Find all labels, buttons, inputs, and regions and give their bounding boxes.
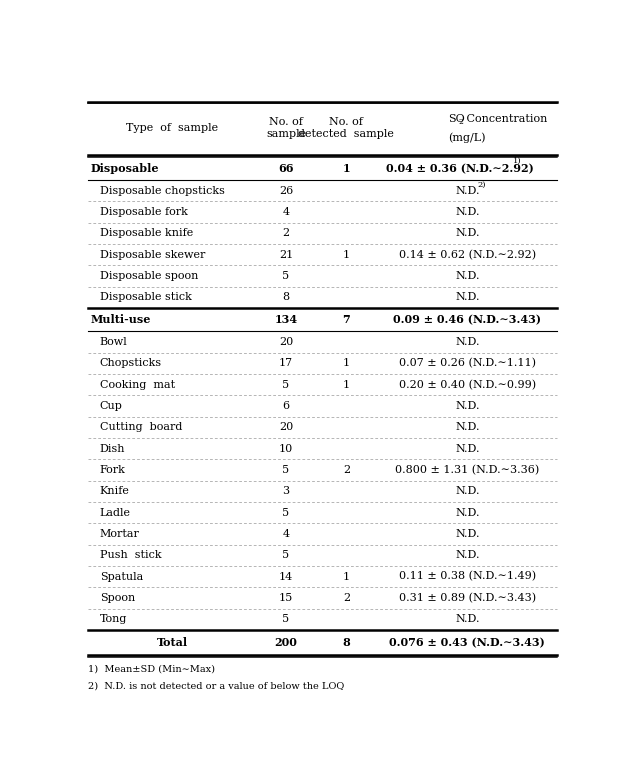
Text: Total: Total <box>157 637 188 648</box>
Text: Disposable chopsticks: Disposable chopsticks <box>100 186 225 196</box>
Text: No. of
detected  sample: No. of detected sample <box>298 117 394 139</box>
Text: (mg/L): (mg/L) <box>449 132 486 143</box>
Text: 0.20 ± 0.40 (N.D.∼0.99): 0.20 ± 0.40 (N.D.∼0.99) <box>399 379 536 390</box>
Text: 1: 1 <box>343 380 350 389</box>
Text: N.D.: N.D. <box>455 551 480 560</box>
Text: Cup: Cup <box>100 401 123 411</box>
Text: Push  stick: Push stick <box>100 551 162 560</box>
Text: 134: 134 <box>275 314 298 325</box>
Text: 2)  N.D. is not detected or a value of below the LOQ: 2) N.D. is not detected or a value of be… <box>87 681 344 691</box>
Text: Bowl: Bowl <box>100 337 127 347</box>
Text: 0.07 ± 0.26 (N.D.∼1.11): 0.07 ± 0.26 (N.D.∼1.11) <box>399 358 536 368</box>
Text: 15: 15 <box>279 593 293 603</box>
Text: Chopsticks: Chopsticks <box>100 358 162 368</box>
Text: 5: 5 <box>283 551 290 560</box>
Text: 2: 2 <box>283 228 290 239</box>
Text: N.D.: N.D. <box>455 292 480 303</box>
Text: 20: 20 <box>279 337 293 347</box>
Text: 5: 5 <box>283 614 290 624</box>
Text: N.D.: N.D. <box>455 486 480 497</box>
Text: 1: 1 <box>343 249 350 260</box>
Text: 10: 10 <box>279 443 293 454</box>
Text: 200: 200 <box>275 637 298 648</box>
Text: Fork: Fork <box>100 465 125 475</box>
Text: 4: 4 <box>283 529 290 539</box>
Text: N.D.: N.D. <box>455 228 480 239</box>
Text: 1: 1 <box>343 163 350 174</box>
Text: 0.076 ± 0.43 (N.D.∼3.43): 0.076 ± 0.43 (N.D.∼3.43) <box>389 637 545 648</box>
Text: Disposable knife: Disposable knife <box>100 228 193 239</box>
Text: N.D.: N.D. <box>455 508 480 518</box>
Text: Tong: Tong <box>100 614 127 624</box>
Text: 5: 5 <box>283 271 290 281</box>
Text: Cutting  board: Cutting board <box>100 422 182 432</box>
Text: 8: 8 <box>283 292 290 303</box>
Text: Multi-use: Multi-use <box>90 314 150 325</box>
Text: 2): 2) <box>478 181 487 188</box>
Text: 1)  Mean±SD (Min∼Max): 1) Mean±SD (Min∼Max) <box>87 665 215 673</box>
Text: 2: 2 <box>459 117 464 126</box>
Text: 0.14 ± 0.62 (N.D.∼2.92): 0.14 ± 0.62 (N.D.∼2.92) <box>399 249 536 260</box>
Text: N.D.: N.D. <box>455 401 480 411</box>
Text: Disposable stick: Disposable stick <box>100 292 192 303</box>
Text: 0.800 ± 1.31 (N.D.∼3.36): 0.800 ± 1.31 (N.D.∼3.36) <box>395 465 539 475</box>
Text: Type  of  sample: Type of sample <box>126 124 218 133</box>
Text: 2: 2 <box>343 465 350 475</box>
Text: Disposable: Disposable <box>90 163 158 174</box>
Text: N.D.: N.D. <box>455 443 480 454</box>
Text: N.D.: N.D. <box>455 529 480 539</box>
Text: 0.04 ± 0.36 (N.D.∼2.92): 0.04 ± 0.36 (N.D.∼2.92) <box>386 163 534 174</box>
Text: Spatula: Spatula <box>100 572 143 582</box>
Text: N.D.: N.D. <box>455 337 480 347</box>
Text: Knife: Knife <box>100 486 130 497</box>
Text: 17: 17 <box>279 358 293 368</box>
Text: Ladle: Ladle <box>100 508 131 518</box>
Text: 14: 14 <box>279 572 293 582</box>
Text: 6: 6 <box>283 401 290 411</box>
Text: 26: 26 <box>279 186 293 196</box>
Text: Spoon: Spoon <box>100 593 135 603</box>
Text: Disposable fork: Disposable fork <box>100 207 188 217</box>
Text: Mortar: Mortar <box>100 529 140 539</box>
Text: 8: 8 <box>343 637 350 648</box>
Text: N.D.: N.D. <box>455 614 480 624</box>
Text: 5: 5 <box>283 508 290 518</box>
Text: 7: 7 <box>343 314 350 325</box>
Text: 0.11 ± 0.38 (N.D.∼1.49): 0.11 ± 0.38 (N.D.∼1.49) <box>399 572 536 582</box>
Text: SO: SO <box>448 113 465 124</box>
Text: 1): 1) <box>513 157 522 165</box>
Text: 5: 5 <box>283 380 290 389</box>
Text: Disposable skewer: Disposable skewer <box>100 249 205 260</box>
Text: 4: 4 <box>283 207 290 217</box>
Text: 3: 3 <box>283 486 290 497</box>
Text: 21: 21 <box>279 249 293 260</box>
Text: 5: 5 <box>283 465 290 475</box>
Text: Dish: Dish <box>100 443 125 454</box>
Text: 0.09 ± 0.46 (N.D.∼3.43): 0.09 ± 0.46 (N.D.∼3.43) <box>393 314 541 325</box>
Text: 20: 20 <box>279 422 293 432</box>
Text: 1: 1 <box>343 358 350 368</box>
Text: 66: 66 <box>278 163 294 174</box>
Text: Cooking  mat: Cooking mat <box>100 380 175 389</box>
Text: N.D.: N.D. <box>455 422 480 432</box>
Text: N.D.: N.D. <box>455 207 480 217</box>
Text: 0.31 ± 0.89 (N.D.∼3.43): 0.31 ± 0.89 (N.D.∼3.43) <box>399 593 536 603</box>
Text: Disposable spoon: Disposable spoon <box>100 271 198 281</box>
Text: N.D.: N.D. <box>455 271 480 281</box>
Text: N.D.: N.D. <box>455 186 480 196</box>
Text: 2: 2 <box>343 593 350 603</box>
Text: No. of
sample: No. of sample <box>266 117 306 139</box>
Text: 1: 1 <box>343 572 350 582</box>
Text: Concentration: Concentration <box>464 113 548 124</box>
